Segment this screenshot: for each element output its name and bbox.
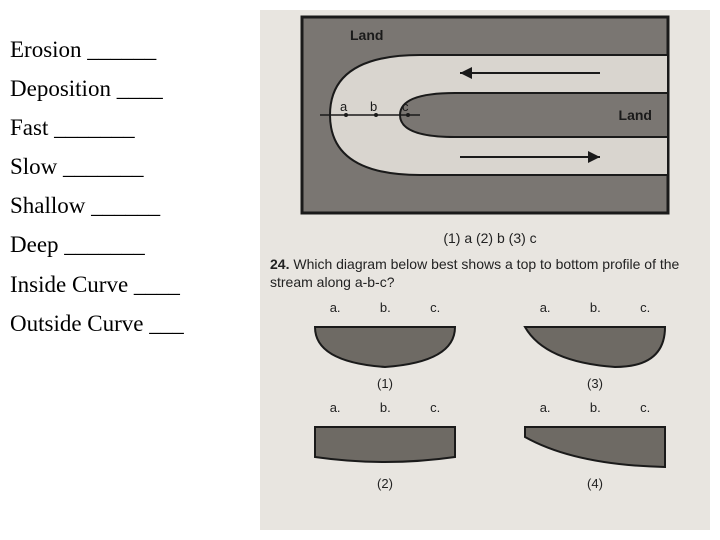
label-land-right: Land — [619, 107, 652, 123]
label-a: a. — [540, 400, 551, 415]
svg-text:a: a — [340, 99, 348, 114]
question-number: 24. — [270, 256, 289, 272]
label-b: b. — [380, 300, 391, 315]
profile-2-num: (2) — [290, 476, 480, 491]
label-b: b. — [590, 300, 601, 315]
meander-diagram: a b c Land Land — [300, 15, 670, 215]
label-a: a. — [330, 400, 341, 415]
svg-text:b: b — [370, 99, 377, 114]
term-fast: Fast _______ — [10, 108, 250, 147]
term-deposition: Deposition ____ — [10, 69, 250, 108]
label-c: c. — [640, 400, 650, 415]
profile-1: a. b. c. (1) — [290, 300, 480, 391]
label-b: b. — [590, 400, 601, 415]
profile-1-labels: a. b. c. — [310, 300, 460, 315]
term-slow: Slow _______ — [10, 147, 250, 186]
answer-choices: (1) a (2) b (3) c — [290, 230, 690, 246]
term-erosion: Erosion ______ — [10, 30, 250, 69]
label-c: c. — [430, 300, 440, 315]
worksheet-terms: Erosion ______ Deposition ____ Fast ____… — [10, 30, 250, 343]
term-deep: Deep _______ — [10, 225, 250, 264]
label-a: a. — [540, 300, 551, 315]
svg-text:c: c — [402, 99, 409, 114]
profile-3-labels: a. b. c. — [520, 300, 670, 315]
term-outside-curve: Outside Curve ___ — [10, 304, 250, 343]
textbook-scan: a b c Land Land (1) a (2) b (3) c 24. Wh… — [260, 10, 710, 530]
term-shallow: Shallow ______ — [10, 186, 250, 225]
label-c: c. — [640, 300, 650, 315]
profile-4-labels: a. b. c. — [520, 400, 670, 415]
label-a: a. — [330, 300, 341, 315]
term-inside-curve: Inside Curve ____ — [10, 265, 250, 304]
question-24: 24. Which diagram below best shows a top… — [270, 255, 700, 291]
profile-4: a. b. c. (4) — [500, 400, 690, 491]
profile-2-labels: a. b. c. — [310, 400, 460, 415]
label-land-top: Land — [350, 27, 383, 43]
profile-3-num: (3) — [500, 376, 690, 391]
profile-2: a. b. c. (2) — [290, 400, 480, 491]
label-c: c. — [430, 400, 440, 415]
label-b: b. — [380, 400, 391, 415]
question-text: Which diagram below best shows a top to … — [270, 256, 679, 290]
profile-diagrams: a. b. c. (1) a. b. c. (3) a. b. c. (2) — [280, 300, 700, 530]
profile-1-num: (1) — [290, 376, 480, 391]
profile-3: a. b. c. (3) — [500, 300, 690, 391]
profile-4-num: (4) — [500, 476, 690, 491]
